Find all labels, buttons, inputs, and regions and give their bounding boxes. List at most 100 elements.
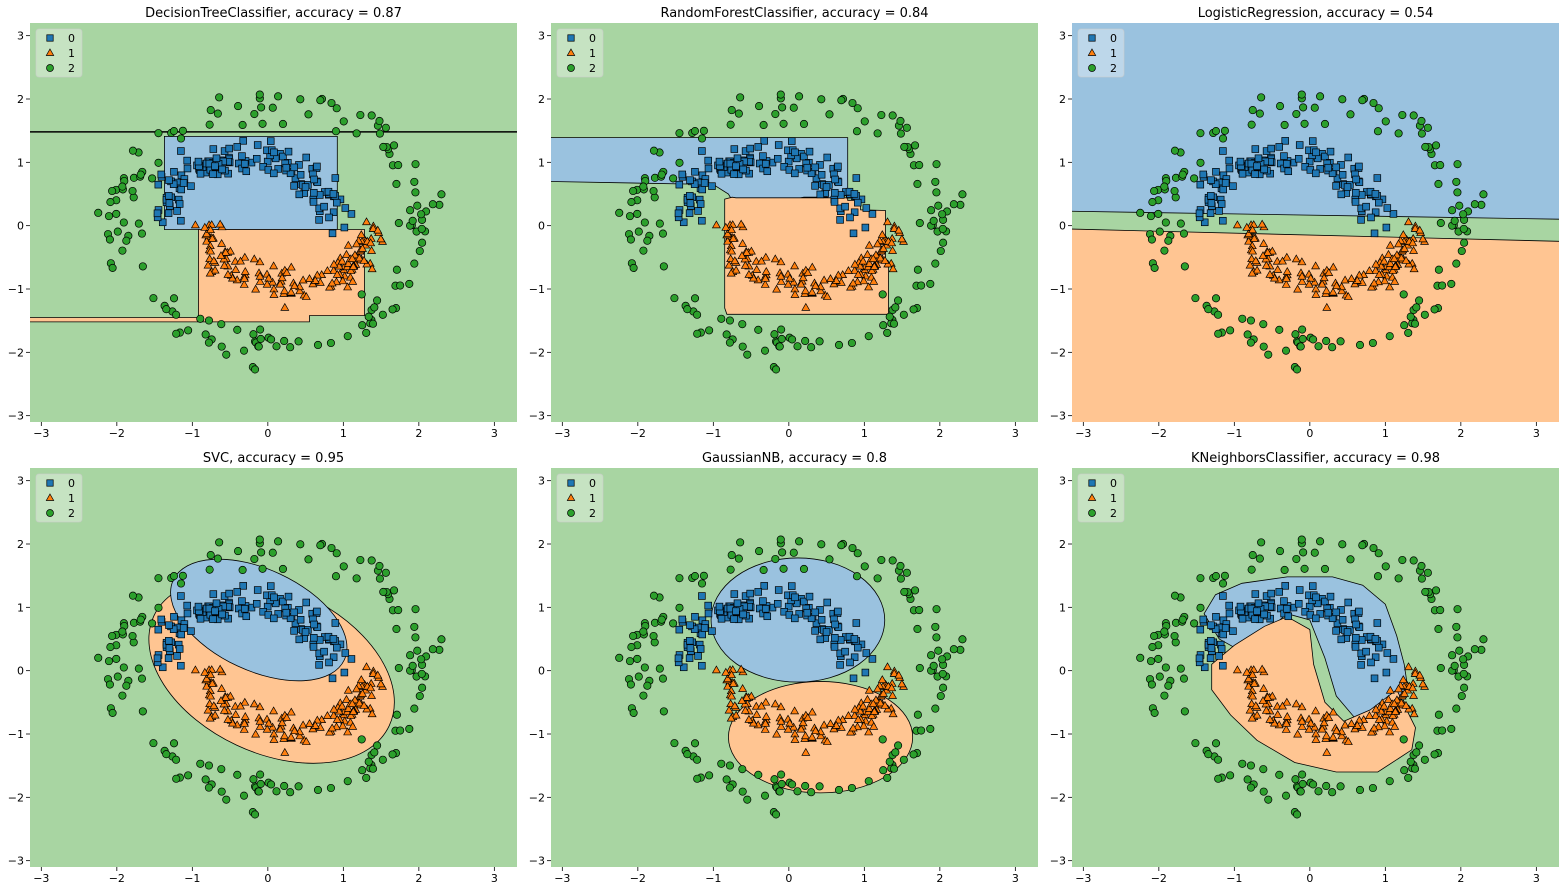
point-class-1 — [1282, 697, 1292, 706]
point-class-2 — [1320, 564, 1330, 574]
legend-marker-triangle — [45, 493, 55, 501]
point-class-2 — [693, 755, 702, 764]
point-class-1 — [343, 727, 353, 736]
point-class-2 — [394, 606, 403, 615]
point-class-1 — [190, 220, 200, 229]
point-class-0 — [240, 605, 249, 613]
point-class-1 — [770, 254, 780, 263]
point-class-1 — [205, 699, 215, 708]
x-tick-label: −2 — [109, 872, 125, 885]
point-class-2 — [1316, 537, 1325, 546]
point-class-2 — [1280, 120, 1289, 129]
point-class-0 — [686, 637, 694, 645]
point-class-0 — [233, 143, 241, 151]
point-class-0 — [196, 170, 205, 178]
point-class-1 — [1322, 302, 1332, 311]
y-tick-label: −1 — [529, 283, 545, 296]
point-class-2 — [738, 787, 747, 796]
y-tick-label: −2 — [1050, 791, 1066, 804]
point-class-2 — [649, 631, 658, 641]
y-tick-label: −3 — [529, 410, 545, 423]
point-class-2 — [777, 325, 786, 334]
plot-area — [1072, 468, 1559, 867]
point-class-0 — [715, 602, 724, 611]
x-tick-label: −2 — [109, 427, 125, 440]
point-class-0 — [242, 612, 251, 621]
point-class-1 — [785, 718, 795, 727]
point-class-1 — [1267, 691, 1277, 700]
point-class-2 — [776, 90, 785, 99]
point-class-2 — [1226, 326, 1235, 335]
point-class-1 — [776, 721, 786, 730]
point-class-1 — [1383, 249, 1393, 258]
point-class-2 — [649, 591, 658, 600]
point-class-1 — [760, 279, 770, 288]
point-class-0 — [679, 663, 688, 672]
y-tick-label: −1 — [8, 728, 24, 741]
y-tick-label: 0 — [17, 220, 24, 233]
point-class-2 — [883, 328, 892, 337]
point-class-1 — [736, 664, 746, 673]
point-class-2 — [697, 579, 707, 588]
point-class-0 — [315, 216, 323, 224]
point-class-0 — [274, 610, 282, 618]
x-tick-label: −2 — [1151, 872, 1167, 885]
point-class-1 — [262, 279, 272, 288]
point-class-0 — [717, 170, 726, 178]
x-tick-label: 0 — [785, 872, 792, 885]
point-class-2 — [1436, 218, 1445, 228]
point-class-0 — [328, 229, 337, 238]
point-class-2 — [296, 95, 305, 104]
point-class-2 — [770, 330, 779, 339]
point-class-1 — [209, 701, 219, 710]
y-tick-label: 0 — [538, 665, 545, 678]
point-class-1 — [343, 703, 353, 712]
point-class-2 — [201, 775, 210, 784]
point-class-1 — [1245, 260, 1255, 269]
point-class-2 — [655, 219, 664, 228]
point-class-1 — [864, 282, 874, 291]
point-class-2 — [381, 123, 390, 132]
point-class-2 — [1292, 109, 1301, 119]
point-class-2 — [1190, 619, 1199, 628]
point-class-2 — [949, 645, 958, 654]
point-class-2 — [1160, 691, 1169, 700]
point-class-1 — [352, 684, 362, 693]
legend-label: 1 — [1110, 492, 1117, 505]
point-class-1 — [1249, 679, 1259, 687]
point-class-1 — [280, 747, 290, 756]
point-class-2 — [367, 556, 376, 565]
point-class-2 — [1436, 606, 1445, 615]
point-class-1 — [1346, 719, 1356, 727]
point-class-1 — [304, 274, 314, 282]
point-class-2 — [1161, 663, 1170, 672]
point-class-2 — [1176, 664, 1185, 673]
point-class-2 — [413, 201, 422, 210]
point-class-0 — [1254, 154, 1263, 163]
point-class-2 — [396, 281, 405, 290]
point-class-0 — [341, 204, 350, 212]
point-class-1 — [1394, 684, 1404, 693]
point-class-2 — [1373, 127, 1383, 136]
y-tick-label: −3 — [8, 855, 24, 868]
point-class-2 — [891, 303, 900, 312]
point-class-1 — [269, 706, 279, 715]
point-class-1 — [1328, 262, 1338, 271]
point-class-0 — [854, 643, 862, 652]
point-class-1 — [332, 269, 342, 278]
point-class-1 — [1409, 709, 1419, 718]
point-class-2 — [205, 120, 214, 129]
point-class-2 — [1298, 779, 1307, 788]
point-class-2 — [1246, 783, 1255, 792]
legend-marker-circle — [1088, 64, 1096, 72]
point-class-2 — [1204, 305, 1213, 314]
point-class-0 — [849, 229, 858, 238]
point-class-2 — [1291, 775, 1300, 784]
point-class-0 — [852, 619, 861, 627]
point-class-1 — [347, 699, 357, 707]
point-class-2 — [1394, 574, 1403, 583]
point-class-2 — [913, 710, 922, 719]
point-class-1 — [1396, 698, 1406, 707]
point-class-2 — [626, 235, 635, 244]
point-class-0 — [803, 163, 811, 172]
